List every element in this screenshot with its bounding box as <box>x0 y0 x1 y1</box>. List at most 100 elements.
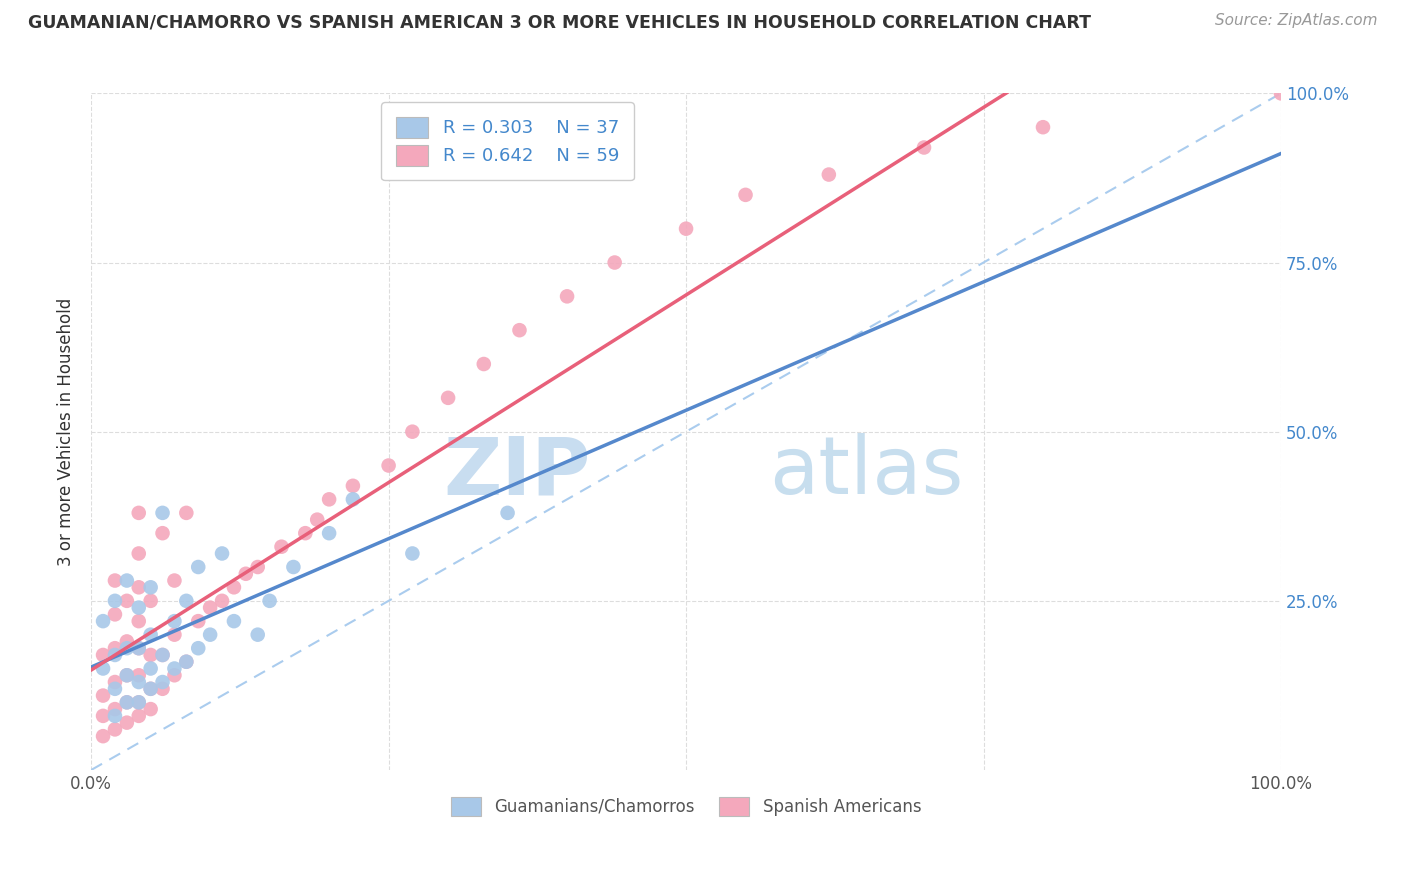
Point <box>128 580 150 594</box>
Point <box>187 614 209 628</box>
Point <box>1270 87 1292 101</box>
Text: GUAMANIAN/CHAMORRO VS SPANISH AMERICAN 3 OR MORE VEHICLES IN HOUSEHOLD CORRELATI: GUAMANIAN/CHAMORRO VS SPANISH AMERICAN 3… <box>28 13 1091 31</box>
Point <box>211 546 233 560</box>
Point <box>139 661 162 675</box>
Point <box>139 628 162 642</box>
Point <box>222 614 245 628</box>
Point <box>246 560 269 574</box>
Point <box>128 695 150 709</box>
Point <box>104 723 127 737</box>
Point <box>104 709 127 723</box>
Point <box>270 540 292 554</box>
Point <box>104 594 127 608</box>
Point <box>734 187 756 202</box>
Point <box>246 628 269 642</box>
Point <box>508 323 530 337</box>
Point <box>163 668 186 682</box>
Point <box>139 594 162 608</box>
Point <box>163 574 186 588</box>
Point <box>817 168 839 182</box>
Point <box>152 526 174 541</box>
Point <box>104 681 127 696</box>
Point <box>235 566 257 581</box>
Point <box>91 661 114 675</box>
Point <box>91 648 114 662</box>
Point <box>222 580 245 594</box>
Point <box>139 681 162 696</box>
Point <box>152 681 174 696</box>
Point <box>176 594 198 608</box>
Point <box>496 506 519 520</box>
Point <box>163 661 186 675</box>
Point <box>115 695 138 709</box>
Point <box>342 492 364 507</box>
Point <box>176 655 198 669</box>
Point <box>401 425 423 439</box>
Point <box>104 675 127 690</box>
Point <box>318 492 340 507</box>
Point <box>294 526 316 541</box>
Point <box>1032 120 1054 135</box>
Point <box>128 675 150 690</box>
Point <box>377 458 399 473</box>
Point <box>152 648 174 662</box>
Point <box>139 702 162 716</box>
Point <box>603 255 626 269</box>
Point <box>342 479 364 493</box>
Point <box>139 681 162 696</box>
Point <box>91 614 114 628</box>
Point <box>152 675 174 690</box>
Point <box>259 594 281 608</box>
Y-axis label: 3 or more Vehicles in Household: 3 or more Vehicles in Household <box>58 298 75 566</box>
Point <box>115 641 138 656</box>
Point <box>91 709 114 723</box>
Point <box>128 709 150 723</box>
Point <box>115 668 138 682</box>
Point <box>104 702 127 716</box>
Point <box>128 506 150 520</box>
Point <box>91 689 114 703</box>
Point <box>128 614 150 628</box>
Point <box>115 594 138 608</box>
Text: ZIP: ZIP <box>444 434 591 511</box>
Point <box>555 289 578 303</box>
Point <box>163 628 186 642</box>
Point <box>198 600 221 615</box>
Point <box>912 140 935 154</box>
Text: atlas: atlas <box>769 434 963 511</box>
Point <box>318 526 340 541</box>
Point <box>187 641 209 656</box>
Point <box>91 729 114 743</box>
Point <box>675 221 697 235</box>
Point <box>401 546 423 560</box>
Point <box>163 614 186 628</box>
Point <box>115 715 138 730</box>
Point <box>128 695 150 709</box>
Point <box>211 594 233 608</box>
Point <box>128 641 150 656</box>
Point <box>152 506 174 520</box>
Point <box>115 695 138 709</box>
Point <box>152 648 174 662</box>
Point <box>307 513 329 527</box>
Point <box>198 628 221 642</box>
Point <box>128 668 150 682</box>
Point <box>128 600 150 615</box>
Point <box>115 668 138 682</box>
Point <box>128 641 150 656</box>
Point <box>104 641 127 656</box>
Legend: Guamanians/Chamorros, Spanish Americans: Guamanians/Chamorros, Spanish Americans <box>444 790 928 822</box>
Point <box>176 506 198 520</box>
Point <box>437 391 460 405</box>
Point <box>283 560 305 574</box>
Point <box>139 648 162 662</box>
Point <box>115 574 138 588</box>
Point <box>115 634 138 648</box>
Point <box>128 546 150 560</box>
Point <box>187 560 209 574</box>
Text: Source: ZipAtlas.com: Source: ZipAtlas.com <box>1215 13 1378 29</box>
Point <box>472 357 495 371</box>
Point <box>176 655 198 669</box>
Point <box>104 607 127 622</box>
Point <box>139 580 162 594</box>
